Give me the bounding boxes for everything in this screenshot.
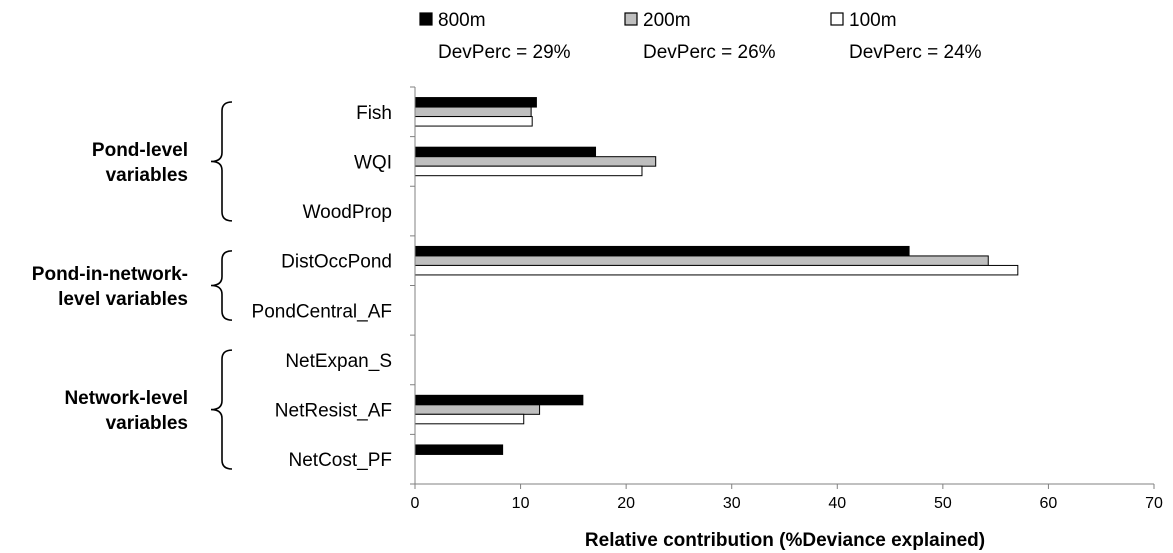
bar-800m-NetCost_PF [414, 444, 504, 455]
legend-label-200m: 200m [643, 10, 691, 31]
x-tick-label: 40 [828, 495, 846, 512]
x-tick-label: 60 [1040, 495, 1058, 512]
bar-100m-WQI [414, 165, 643, 177]
y-axis: Fish WQI WoodProp DistOccPond PondCentral_AF… [252, 86, 416, 485]
group-label-line: Pond-level [92, 140, 188, 161]
bar-200m-NetResist_AF [414, 404, 541, 415]
category-label: NetExpan_S [285, 351, 392, 372]
x-tick-label: 20 [617, 495, 635, 512]
variable-groups: Pond-level variables Pond-in-network-level… [32, 101, 233, 470]
category-label: PondCentral_AF [252, 301, 392, 322]
legend-swatch-200m [624, 12, 638, 26]
group-brace [210, 250, 233, 321]
group-label-line: level variables [58, 289, 188, 310]
category-label: DistOccPond [281, 252, 392, 273]
bar-800m-DistOccPond [414, 245, 910, 257]
legend: 800m DevPerc = 29% 200m DevPerc = 26% 100m De… [419, 10, 982, 63]
bar-200m-DistOccPond [414, 255, 989, 266]
category-label: Fish [356, 103, 392, 124]
group-label-line: Network-level [64, 388, 188, 409]
legend-label-100m: 100m [849, 10, 897, 31]
bar-800m-WQI [414, 146, 597, 158]
group-brace [210, 349, 233, 470]
x-axis-title: Relative contribution (%Deviance explain… [585, 530, 985, 551]
x-axis: 0 10 20 30 40 50 60 70 [411, 483, 1163, 512]
legend-swatch-800m [419, 12, 433, 26]
category-label: NetCost_PF [289, 450, 392, 471]
x-tick-label: 70 [1145, 495, 1163, 512]
category-label: WoodProp [303, 202, 392, 223]
group-label-line: Pond-in-network- [32, 264, 188, 285]
legend-label-800m: 800m [438, 10, 486, 31]
category-label: NetResist_AF [275, 401, 392, 422]
bars [414, 97, 1019, 455]
bar-800m-Fish [414, 97, 537, 108]
legend-subtitle-100m: DevPerc = 24% [849, 42, 982, 63]
x-tick-label: 0 [411, 495, 420, 512]
legend-subtitle-200m: DevPerc = 26% [643, 42, 776, 63]
legend-subtitle-800m: DevPerc = 29% [438, 42, 571, 63]
x-tick-label: 30 [723, 495, 741, 512]
legend-swatch-100m [830, 12, 844, 26]
bar-100m-NetResist_AF [414, 413, 525, 425]
x-tick-label: 50 [934, 495, 952, 512]
group-brace [210, 101, 233, 222]
group-label-line: variables [106, 165, 188, 186]
category-label: WQI [354, 152, 392, 173]
bar-200m-Fish [414, 106, 532, 118]
bar-800m-NetResist_AF [414, 394, 584, 406]
group-label-line: variables [106, 413, 188, 434]
bar-100m-DistOccPond [414, 264, 1019, 276]
bar-100m-Fish [414, 116, 533, 127]
bar-200m-WQI [414, 156, 657, 167]
x-tick-label: 10 [512, 495, 530, 512]
